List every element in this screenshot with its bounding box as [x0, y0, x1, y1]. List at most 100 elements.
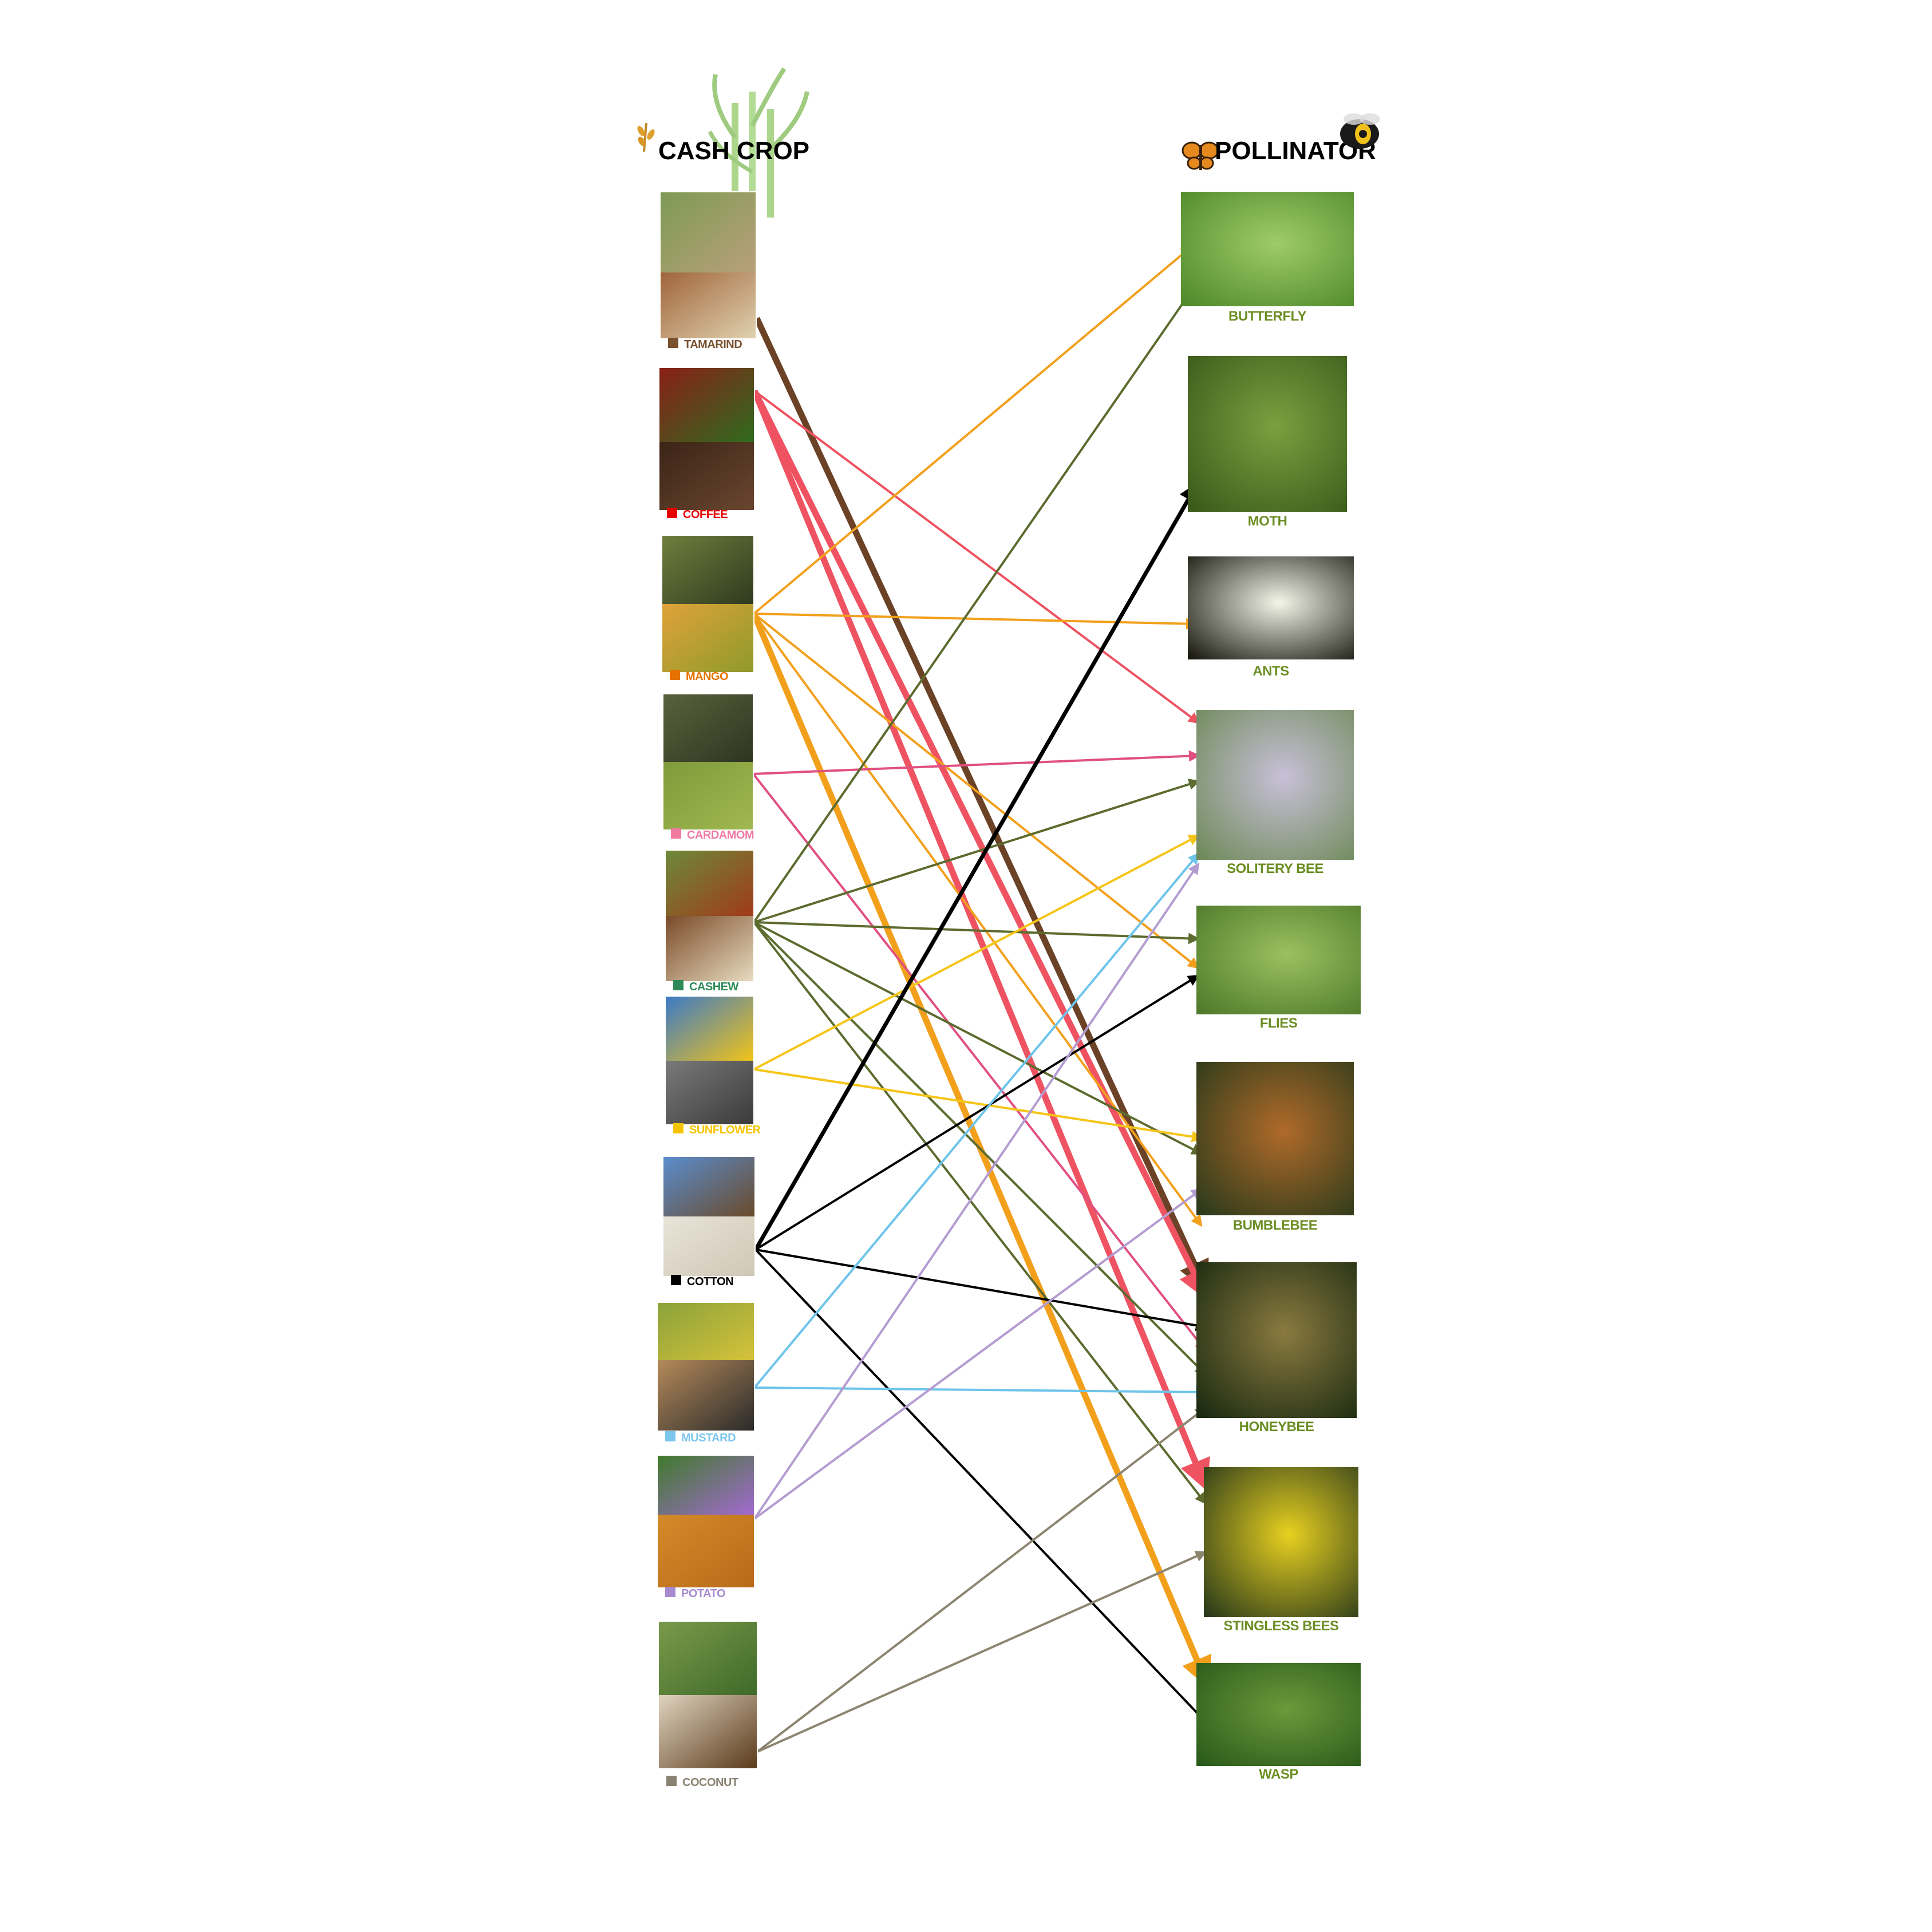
- crop-label-tamarind: TAMARIND: [684, 338, 742, 351]
- link-cotton-to-honeybee: [755, 1249, 1207, 1332]
- pollinator-honeybee: HONEYBEE: [1196, 1262, 1357, 1435]
- link-cotton-to-flies: [754, 974, 1200, 1251]
- legend-swatch-tamarind: [668, 338, 678, 348]
- crop-label-sunflower: SUNFLOWER: [689, 1124, 761, 1136]
- legend-swatch-cotton: [671, 1275, 681, 1285]
- link-cashew-to-flies: [753, 921, 1200, 945]
- pollinator-label-stingless-bees: STINGLESS BEES: [1223, 1618, 1339, 1634]
- pollinator-stingless-bees: STINGLESS BEES: [1204, 1467, 1358, 1634]
- link-cashew-to-honeybee: [753, 921, 1207, 1376]
- legend-swatch-mango: [670, 670, 680, 680]
- link-cardamom-to-solitary-bee: [753, 750, 1200, 775]
- coconut-photo: [658, 1621, 758, 1769]
- sunflower-photo: [665, 995, 754, 1125]
- crops-header-title: CASH CROP: [658, 137, 809, 165]
- mustard-photo: [657, 1302, 755, 1432]
- bumblebee-icon: [1340, 113, 1380, 149]
- link-cashew-to-butterfly: [753, 290, 1192, 923]
- legend-swatch-coconut: [666, 1776, 677, 1786]
- bumblebee-photo: [1196, 1062, 1354, 1215]
- link-coconut-to-honeybee: [756, 1406, 1207, 1753]
- legend-swatch-potato: [665, 1587, 675, 1597]
- legend-swatch-mustard: [665, 1431, 675, 1441]
- link-mango-to-bumblebee: [753, 613, 1203, 1227]
- crop-coffee: COFFEE: [658, 367, 755, 521]
- link-coffee-to-solitary-bee: [753, 390, 1200, 724]
- link-cashew-to-solitary-bee: [753, 779, 1200, 923]
- cardamom-photo: [662, 693, 754, 831]
- legend-swatch-sunflower: [673, 1123, 683, 1133]
- honeybee-photo: [1196, 1262, 1357, 1418]
- crop-sunflower: SUNFLOWER: [665, 995, 761, 1136]
- crop-cotton: COTTON: [662, 1156, 756, 1288]
- butterfly-icon: [1182, 141, 1219, 170]
- crop-tamarind: TAMARIND: [659, 191, 757, 351]
- link-cardamom-to-honeybee: [752, 773, 1207, 1352]
- crop-label-cashew: CASHEW: [689, 981, 739, 993]
- pollinator-label-wasp: WASP: [1259, 1767, 1298, 1782]
- pollinator-label-flies: FLIES: [1260, 1016, 1298, 1031]
- crop-cashew: CASHEW: [665, 850, 754, 993]
- pollinator-solitary-bee: SOLITERY BEE: [1196, 710, 1354, 876]
- crop-label-mango: MANGO: [686, 670, 728, 683]
- stingless-bees-photo: [1204, 1467, 1358, 1617]
- crop-label-cotton: COTTON: [687, 1275, 733, 1288]
- crop-label-coffee: COFFEE: [683, 508, 728, 521]
- link-layer: [750, 246, 1212, 1753]
- crop-mustard: MUSTARD: [657, 1302, 755, 1444]
- potato-photo: [657, 1455, 755, 1589]
- crop-label-mustard: MUSTARD: [681, 1432, 736, 1444]
- pollinators-header: POLLINATOR: [1182, 113, 1380, 170]
- pollinator-wasp: WASP: [1196, 1663, 1361, 1782]
- pollinator-ants: ANTS: [1188, 556, 1354, 679]
- link-potato-to-bumblebee: [753, 1188, 1203, 1520]
- link-mango-to-butterfly: [753, 246, 1193, 615]
- crop-label-coconut: COCONUT: [682, 1776, 738, 1789]
- link-cotton-to-wasp: [754, 1249, 1208, 1725]
- tamarind-photo: [659, 191, 757, 339]
- link-cotton-to-moth: [753, 481, 1199, 1251]
- legend-swatch-cardamom: [671, 828, 681, 839]
- ants-photo: [1188, 556, 1354, 659]
- crops-header: CASH CROP: [637, 67, 809, 218]
- legend-swatch-coffee: [667, 508, 677, 518]
- link-mango-to-ants: [753, 613, 1198, 630]
- link-potato-to-solitary-bee: [753, 862, 1200, 1520]
- butterfly-photo: [1181, 192, 1354, 306]
- wheat-icon: [637, 123, 655, 152]
- link-cashew-to-bumblebee: [753, 921, 1203, 1155]
- pollinator-label-moth: MOTH: [1248, 513, 1287, 529]
- pollinator-bumblebee: BUMBLEBEE: [1196, 1062, 1354, 1233]
- pollinator-moth: MOTH: [1188, 356, 1347, 529]
- cotton-photo: [662, 1156, 756, 1277]
- crop-label-potato: POTATO: [681, 1587, 725, 1600]
- link-coffee-to-honeybee: [752, 389, 1208, 1301]
- crop-column: TAMARIND COFFEE MANGO CARDAMOM CASHEW SUNFLOW…: [657, 191, 761, 1789]
- link-coconut-to-stingless-bees: [757, 1551, 1207, 1753]
- link-sunflower-to-solitary-bee: [753, 835, 1200, 1070]
- crop-cardamom: CARDAMOM: [662, 693, 754, 841]
- crop-coconut: COCONUT: [658, 1621, 758, 1789]
- crop-potato: POTATO: [657, 1455, 755, 1600]
- pollinator-label-bumblebee: BUMBLEBEE: [1233, 1218, 1318, 1233]
- pollinator-column: BUTTERFLY MOTH ANTS SOLITERY BEE FLIES BUMBLE…: [1181, 192, 1361, 1782]
- pollinator-label-butterfly: BUTTERFLY: [1228, 309, 1306, 324]
- link-mango-to-flies: [753, 613, 1200, 969]
- pollinator-flies: FLIES: [1196, 906, 1361, 1031]
- pollinator-label-ants: ANTS: [1253, 663, 1289, 679]
- link-sunflower-to-bumblebee: [753, 1068, 1203, 1143]
- link-tamarind-to-honeybee: [754, 317, 1209, 1293]
- mango-photo: [661, 535, 754, 673]
- moth-photo: [1188, 356, 1347, 512]
- link-mustard-to-solitary-bee: [753, 852, 1200, 1389]
- link-cashew-to-stingless-bees: [753, 921, 1207, 1505]
- sugarcane-icon: [708, 67, 809, 218]
- flies-photo: [1196, 906, 1361, 1014]
- coffee-photo: [658, 367, 755, 511]
- crop-mango: MANGO: [661, 535, 754, 683]
- cashew-photo: [665, 850, 754, 982]
- solitary-bee-photo: [1196, 710, 1354, 860]
- wasp-photo: [1196, 1663, 1361, 1766]
- link-mustard-to-honeybee: [754, 1386, 1207, 1398]
